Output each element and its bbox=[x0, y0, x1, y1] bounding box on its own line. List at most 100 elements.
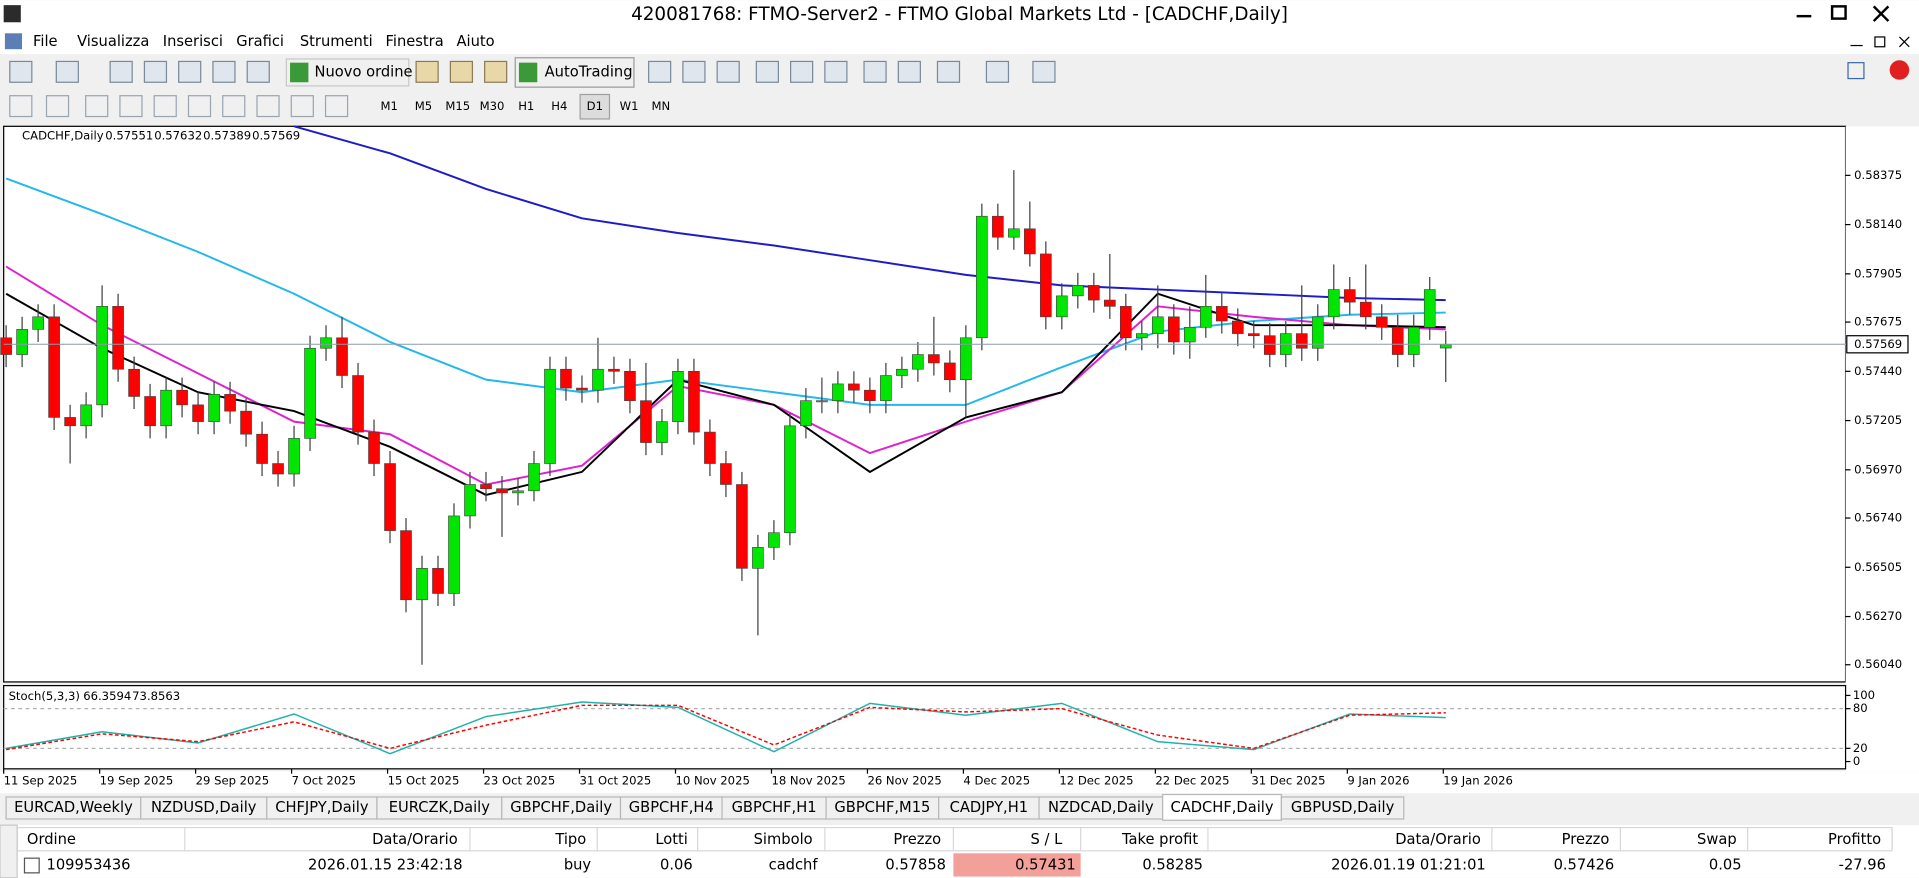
column-header[interactable]: Prezzo bbox=[893, 831, 941, 848]
x-tick-label: 15 Oct 2025 bbox=[388, 774, 460, 788]
indicator-tick-label: 80 bbox=[1853, 701, 1868, 715]
candle-body bbox=[1183, 326, 1196, 343]
chart-tab-label[interactable]: EURCAD,Weekly bbox=[14, 799, 133, 816]
notification-badge[interactable] bbox=[1889, 60, 1910, 80]
chart-tab-label[interactable]: GBPCHF,H4 bbox=[629, 799, 714, 816]
candle-body bbox=[1056, 295, 1068, 318]
new-order-label[interactable]: Nuovo ordine bbox=[315, 63, 413, 80]
mdi-restore[interactable] bbox=[1874, 36, 1886, 48]
drawing-tool[interactable] bbox=[9, 95, 33, 118]
search-icon[interactable] bbox=[1847, 62, 1865, 80]
toolbar-icon[interactable] bbox=[897, 60, 921, 83]
drawing-tool[interactable] bbox=[222, 95, 246, 118]
column-header[interactable]: Tipo bbox=[554, 831, 586, 848]
chart-tab-label[interactable]: NZDCAD,Daily bbox=[1048, 799, 1154, 816]
menu-item[interactable]: Visualizza bbox=[77, 33, 149, 50]
candle-body bbox=[1247, 333, 1260, 336]
drawing-tool[interactable] bbox=[45, 95, 70, 118]
candle-body bbox=[1008, 228, 1020, 238]
toolbar-icon[interactable] bbox=[985, 60, 1010, 83]
menu-item[interactable]: Finestra bbox=[386, 33, 444, 50]
chart-tab-label[interactable]: CADJPY,H1 bbox=[950, 799, 1028, 816]
toolbar-icon[interactable] bbox=[824, 60, 848, 83]
menu-item[interactable]: Inserisci bbox=[163, 33, 223, 50]
column-header[interactable]: Take profit bbox=[1121, 831, 1198, 848]
y-tick-label: 0.56040 bbox=[1854, 657, 1902, 671]
drawing-tool[interactable] bbox=[153, 95, 177, 118]
chart-tab-label[interactable]: GBPCHF,Daily bbox=[510, 799, 612, 816]
toolbar-icon[interactable] bbox=[143, 60, 168, 83]
mdi-close[interactable] bbox=[1898, 36, 1910, 48]
title-bar bbox=[0, 0, 1919, 30]
autotrading-label[interactable]: AutoTrading bbox=[545, 63, 633, 80]
column-header[interactable]: S / L bbox=[1031, 831, 1064, 848]
chart-tab-label[interactable]: CHFJPY,Daily bbox=[275, 799, 369, 816]
toolbar-icon[interactable] bbox=[415, 60, 439, 83]
chart-tab-label[interactable]: GBPCHF,H1 bbox=[732, 799, 817, 816]
chart-tab-label[interactable]: NZDUSD,Daily bbox=[151, 799, 257, 816]
menu-item[interactable]: Aiuto bbox=[456, 33, 494, 50]
toolbar-icon[interactable] bbox=[212, 60, 236, 83]
timeframe-button[interactable]: M1 bbox=[380, 99, 397, 113]
timeframe-button[interactable]: W1 bbox=[620, 99, 639, 113]
x-tick-label: 26 Nov 2025 bbox=[867, 774, 941, 788]
drawing-tool[interactable] bbox=[187, 95, 212, 118]
toolbar-icon[interactable] bbox=[789, 60, 814, 83]
drawing-tool[interactable] bbox=[324, 95, 349, 118]
candle-body bbox=[928, 354, 940, 364]
toolbar-icon[interactable] bbox=[55, 60, 79, 83]
toolbar-icon[interactable] bbox=[936, 60, 961, 83]
timeframe-button[interactable]: MN bbox=[652, 99, 671, 113]
toolbar-icon[interactable] bbox=[1032, 60, 1056, 83]
menu-item[interactable]: File bbox=[33, 33, 58, 50]
chart-tab-label[interactable]: CADCHF,Daily bbox=[1170, 799, 1273, 816]
drawing-tool[interactable] bbox=[290, 95, 314, 118]
toolbar-icon[interactable] bbox=[682, 60, 706, 83]
column-header[interactable]: Ordine bbox=[27, 831, 76, 848]
timeframe-button[interactable]: M30 bbox=[480, 99, 505, 113]
candle-body bbox=[624, 371, 636, 401]
toolbar-icon[interactable] bbox=[178, 60, 202, 83]
chart-tab-label[interactable]: GBPUSD,Daily bbox=[1291, 799, 1395, 816]
column-header[interactable]: Data/Orario bbox=[1395, 831, 1481, 848]
toolbar-icon[interactable] bbox=[484, 60, 508, 83]
column-header[interactable]: Prezzo bbox=[1562, 831, 1610, 848]
column-header[interactable]: Swap bbox=[1697, 831, 1737, 848]
toolbar-icon[interactable] bbox=[246, 60, 270, 83]
toolbar-icon[interactable] bbox=[755, 60, 779, 83]
toolbar-icon[interactable] bbox=[109, 60, 133, 83]
timeframe-button[interactable]: M5 bbox=[415, 99, 432, 113]
chart-tab-label[interactable]: GBPCHF,M15 bbox=[834, 799, 930, 816]
timeframe-button[interactable]: D1 bbox=[587, 99, 603, 113]
maximize-button[interactable] bbox=[1830, 5, 1847, 20]
menu-item[interactable]: Strumenti bbox=[300, 33, 373, 50]
toolbar-icon[interactable] bbox=[863, 60, 887, 83]
drawing-tool[interactable] bbox=[119, 95, 143, 118]
toolbar-icon[interactable] bbox=[9, 60, 33, 83]
timeframe-button[interactable]: M15 bbox=[445, 99, 470, 113]
chart-tab[interactable] bbox=[1280, 796, 1405, 820]
toolbar-icon[interactable] bbox=[648, 60, 672, 83]
close-button[interactable] bbox=[1872, 5, 1890, 22]
candle-body bbox=[1423, 289, 1436, 328]
chart-tab-label[interactable]: EURCZK,Daily bbox=[389, 799, 490, 816]
candle-body bbox=[368, 431, 380, 464]
candle-body bbox=[608, 368, 620, 372]
column-header[interactable]: Lotti bbox=[655, 831, 687, 848]
drawing-tool[interactable] bbox=[85, 95, 109, 118]
column-header[interactable]: Simbolo bbox=[754, 831, 813, 848]
timeframe-button[interactable]: H4 bbox=[551, 99, 567, 113]
toolbar-icon[interactable] bbox=[716, 60, 740, 83]
timeframe-button[interactable]: H1 bbox=[518, 99, 534, 113]
menu-item[interactable]: Grafici bbox=[236, 33, 284, 50]
candle-body bbox=[96, 306, 108, 406]
candle-body bbox=[1311, 316, 1324, 349]
column-header[interactable]: Data/Orario bbox=[372, 831, 458, 848]
candle-body bbox=[1407, 326, 1420, 355]
candle-body bbox=[592, 368, 604, 391]
candle-body bbox=[176, 389, 188, 406]
indicator-line bbox=[6, 704, 1446, 751]
column-header[interactable]: Profitto bbox=[1828, 831, 1881, 848]
drawing-tool[interactable] bbox=[256, 95, 280, 118]
toolbar-icon[interactable] bbox=[449, 60, 474, 83]
